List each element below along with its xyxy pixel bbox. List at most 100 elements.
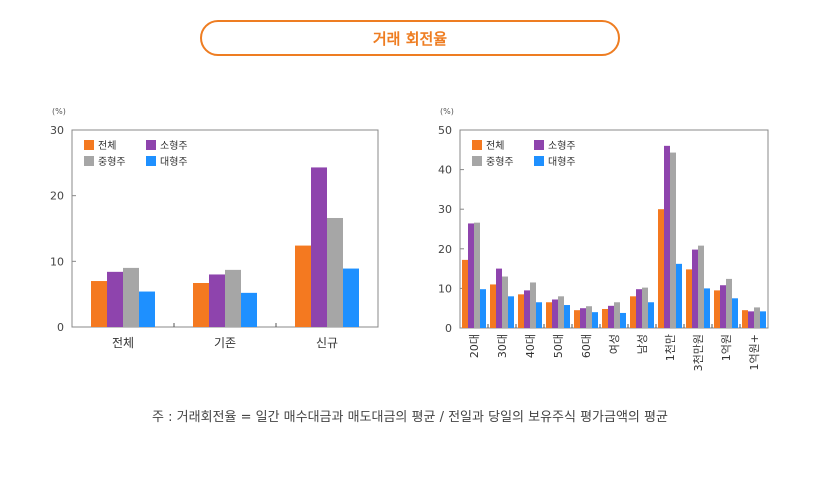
legend-label-대형주: 대형주	[160, 156, 188, 168]
bar-중형주-30대	[502, 276, 508, 328]
bar-소형주-30대	[496, 268, 502, 328]
legend-swatch-대형주	[534, 156, 544, 166]
bar-중형주-전체	[123, 267, 139, 327]
bar-소형주-1억원	[720, 285, 726, 328]
x-tick-label: 40대	[524, 334, 537, 358]
legend-swatch-중형주	[472, 156, 482, 166]
bar-소형주-60대	[580, 308, 586, 328]
bar-전체-기존	[193, 283, 209, 327]
bar-전체-30대	[490, 284, 496, 328]
bar-소형주-여성	[608, 305, 614, 328]
x-tick-label: 60대	[580, 334, 593, 358]
legend-label-대형주: 대형주	[548, 156, 576, 168]
bar-전체-여성	[602, 308, 608, 328]
chart-title: 거래 회전율	[372, 29, 448, 48]
title-banner: 거래 회전율	[200, 20, 620, 56]
legend-label-전체: 전체	[98, 140, 116, 152]
bar-소형주-3천만원	[692, 249, 698, 328]
y-tick-label: 20	[50, 190, 64, 203]
legend-label-소형주: 소형주	[160, 140, 188, 152]
bar-소형주-20대	[468, 223, 474, 328]
bar-소형주-1천만	[664, 145, 670, 328]
y-tick-label: 20	[438, 243, 452, 256]
legend-swatch-전체	[472, 140, 482, 150]
bar-중형주-1억원	[726, 278, 732, 328]
bar-대형주-3천만원	[704, 288, 710, 328]
bar-중형주-3천만원	[698, 245, 704, 328]
y-tick-label: 0	[57, 321, 64, 334]
bar-소형주-50대	[552, 299, 558, 328]
x-tick-label: 1억원	[720, 334, 733, 361]
legend-swatch-중형주	[84, 156, 94, 166]
y-tick-label: 10	[438, 282, 452, 295]
bar-전체-20대	[462, 259, 468, 328]
legend-swatch-대형주	[146, 156, 156, 166]
bar-소형주-기존	[209, 274, 225, 327]
bar-소형주-전체	[107, 271, 123, 327]
bar-전체-1천만	[658, 209, 664, 328]
bar-중형주-60대	[586, 306, 592, 328]
bar-중형주-1억원+	[754, 307, 760, 328]
bar-중형주-여성	[614, 302, 620, 328]
y-tick-label: 30	[50, 124, 64, 137]
bar-전체-신규	[295, 245, 311, 327]
bar-소형주-40대	[524, 290, 530, 328]
legend-label-중형주: 중형주	[486, 156, 514, 168]
x-tick-label: 20대	[468, 334, 481, 358]
bar-대형주-1억원	[732, 298, 738, 328]
x-tick-label: 1억원+	[748, 334, 761, 370]
bar-대형주-신규	[343, 268, 359, 327]
x-tick-label: 30대	[496, 334, 509, 358]
bar-중형주-남성	[642, 287, 648, 328]
bar-대형주-30대	[508, 296, 514, 328]
bar-대형주-1억원+	[760, 311, 766, 328]
x-tick-label: 남성	[636, 334, 649, 354]
legend-swatch-전체	[84, 140, 94, 150]
y-tick-label: 50	[438, 124, 452, 137]
legend-label-소형주: 소형주	[548, 140, 576, 152]
bar-중형주-신규	[327, 217, 343, 327]
bar-대형주-20대	[480, 289, 486, 328]
bar-대형주-50대	[564, 305, 570, 328]
x-tick-label: 여성	[608, 334, 621, 354]
y-tick-label: 40	[438, 164, 452, 177]
bar-전체-50대	[546, 302, 552, 328]
bar-대형주-남성	[648, 302, 654, 328]
unit-label: (%)	[440, 107, 454, 116]
bar-중형주-50대	[558, 296, 564, 328]
legend-swatch-소형주	[146, 140, 156, 150]
legend-swatch-소형주	[534, 140, 544, 150]
bar-소형주-신규	[311, 167, 327, 327]
x-tick-label: 1천만	[663, 334, 677, 361]
bar-전체-40대	[518, 294, 524, 328]
bar-전체-1억원+	[742, 310, 748, 328]
bar-중형주-1천만	[670, 152, 676, 328]
bar-중형주-20대	[474, 222, 480, 328]
footnote: 주 : 거래회전율 = 일간 매수대금과 매도대금의 평균 / 전일과 당일의 …	[152, 410, 668, 425]
x-tick-label: 기존	[214, 336, 236, 350]
x-tick-label: 신규	[316, 336, 338, 350]
bar-소형주-1억원+	[748, 311, 754, 328]
y-tick-label: 10	[50, 255, 64, 268]
bar-전체-1억원	[714, 290, 720, 328]
bar-대형주-여성	[620, 312, 626, 328]
y-tick-label: 0	[445, 322, 452, 335]
bar-중형주-기존	[225, 269, 241, 327]
bar-전체-전체	[91, 281, 107, 327]
bar-대형주-60대	[592, 312, 598, 328]
bar-대형주-기존	[241, 292, 257, 327]
legend-label-중형주: 중형주	[98, 156, 126, 168]
y-tick-label: 30	[438, 203, 452, 216]
x-tick-label: 50대	[552, 334, 565, 358]
bar-전체-3천만원	[686, 269, 692, 328]
bar-전체-남성	[630, 296, 636, 328]
bar-대형주-전체	[139, 291, 155, 327]
x-tick-label: 3천만원	[691, 334, 705, 371]
bar-소형주-남성	[636, 289, 642, 328]
bar-중형주-40대	[530, 282, 536, 328]
unit-label: (%)	[52, 107, 66, 116]
bar-전체-60대	[574, 310, 580, 328]
x-tick-label: 전체	[112, 336, 134, 350]
bar-대형주-40대	[536, 302, 542, 328]
